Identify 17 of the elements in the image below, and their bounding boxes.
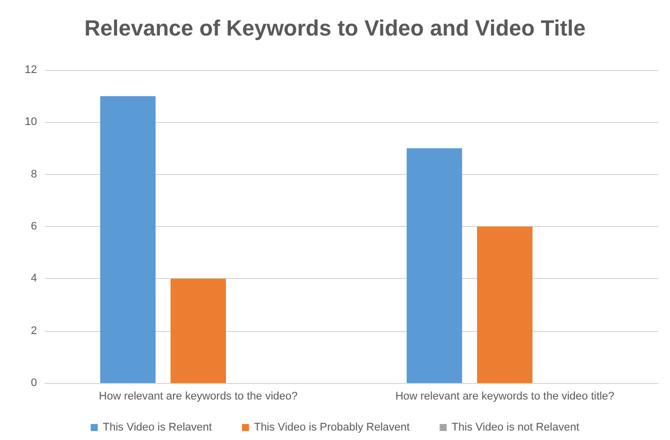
- legend-label: This Video is Relavent: [102, 422, 212, 434]
- x-tick-label: How relevant are keywords to the video title?: [395, 390, 614, 402]
- y-tick-label: 2: [30, 324, 37, 337]
- y-tick-label: 8: [30, 168, 37, 180]
- y-tick-label: 12: [24, 64, 37, 76]
- bar: [406, 148, 462, 383]
- legend-label: This Video is Probably Relavent: [254, 422, 410, 434]
- y-tick-label: 0: [30, 377, 37, 389]
- bar: [100, 96, 156, 383]
- bar: [170, 278, 226, 383]
- y-tick-label: 6: [30, 220, 37, 232]
- y-tick-label: 4: [30, 272, 37, 285]
- chart-title: Relevance of Keywords to Video and Video Title: [84, 16, 586, 40]
- x-tick-label: How relevant are keywords to the video?: [98, 390, 298, 402]
- bar: [477, 226, 532, 383]
- legend-label: This Video is not Relavent: [452, 422, 580, 434]
- y-tick-label: 10: [24, 116, 37, 128]
